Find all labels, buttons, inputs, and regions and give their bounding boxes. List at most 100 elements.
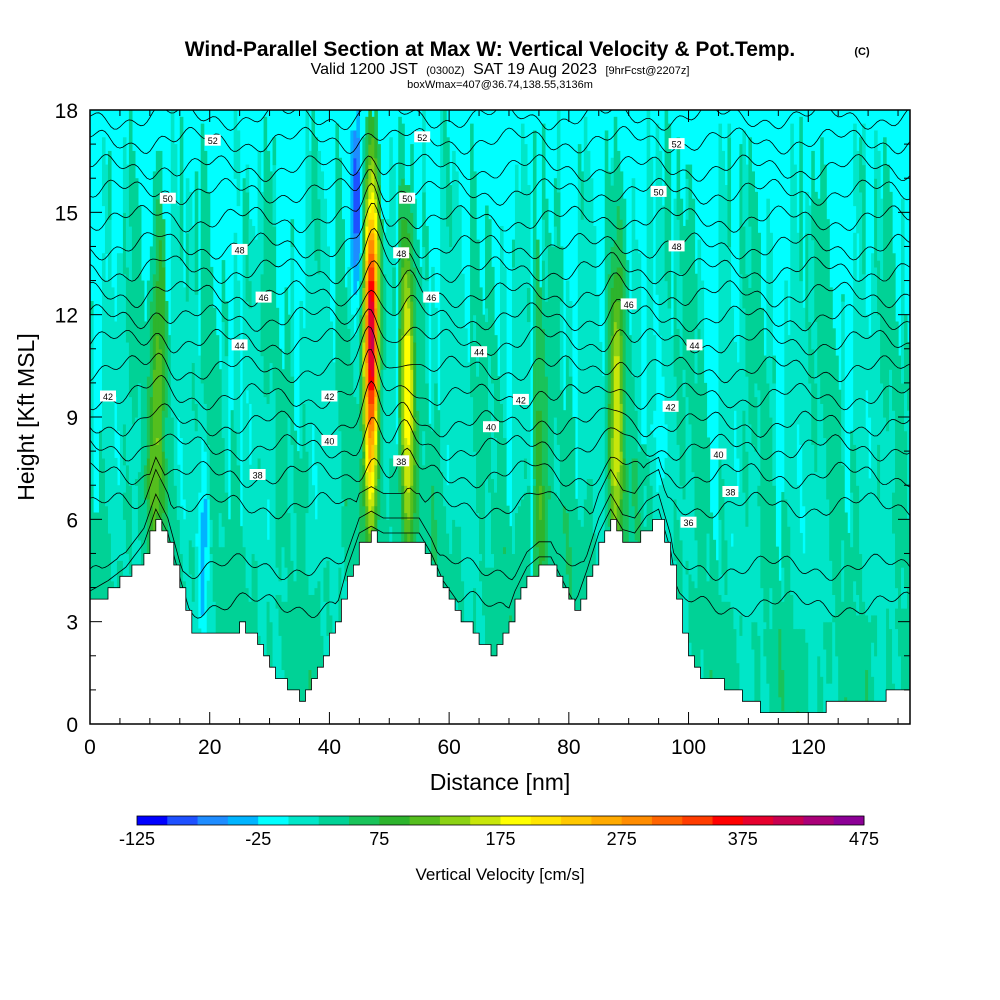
velocity-cell	[230, 410, 235, 724]
colorbar-swatch	[621, 816, 653, 825]
velocity-cell	[368, 294, 372, 370]
velocity-cell	[365, 280, 369, 316]
velocity-cell	[838, 389, 842, 724]
velocity-cell	[805, 328, 809, 643]
velocity-cell	[434, 307, 438, 384]
velocity-cell	[718, 594, 723, 724]
velocity-cell	[365, 116, 369, 159]
colorbar-swatch	[197, 816, 229, 825]
velocity-cell	[389, 137, 393, 459]
velocity-cell	[814, 321, 818, 384]
velocity-cell	[290, 376, 295, 445]
velocity-cell	[784, 498, 788, 724]
contour-label-box	[100, 390, 116, 402]
contour-label-text: 52	[672, 140, 682, 150]
velocity-cell	[356, 307, 360, 404]
velocity-cell	[122, 492, 127, 520]
velocity-cell	[401, 485, 405, 520]
velocity-cell	[757, 505, 761, 636]
velocity-cell	[254, 239, 259, 561]
colorbar: -125 -25 75 175 275 375 475	[119, 815, 879, 849]
velocity-cell	[392, 457, 396, 555]
velocity-cell	[850, 492, 854, 548]
velocity-cell	[841, 601, 845, 724]
velocity-cell	[769, 587, 773, 630]
velocity-cell	[485, 478, 489, 568]
velocity-cell	[547, 232, 552, 486]
velocity-cell	[742, 130, 746, 227]
velocity-cell	[673, 498, 678, 561]
contour-label: 44	[686, 339, 703, 351]
y-tick-label: 18	[55, 100, 78, 123]
velocity-cell	[547, 485, 552, 500]
velocity-cell	[167, 335, 172, 541]
velocity-cell	[254, 560, 259, 671]
velocity-cell	[404, 219, 408, 248]
velocity-cell	[365, 444, 369, 473]
velocity-cell	[832, 614, 836, 623]
velocity-cell	[377, 430, 381, 479]
velocity-cell	[850, 546, 854, 724]
contour-label-box	[204, 134, 221, 146]
velocity-cell	[293, 512, 298, 582]
velocity-cell	[494, 335, 498, 439]
velocity-cell	[473, 341, 477, 452]
velocity-cell	[236, 464, 241, 724]
velocity-cell	[673, 198, 678, 275]
velocity-cell	[125, 464, 130, 555]
velocity-cell	[802, 553, 806, 630]
velocity-cell	[856, 614, 860, 724]
velocity-cell	[311, 485, 316, 595]
velocity-cell	[853, 123, 857, 207]
contour-label: 44	[471, 346, 488, 358]
velocity-cell	[374, 396, 378, 411]
velocity-cell	[682, 396, 687, 500]
velocity-cell	[679, 273, 684, 357]
velocity-cell	[200, 512, 205, 616]
chart-title: Wind-Parallel Section at Max W: Vertical…	[185, 38, 796, 61]
velocity-cell	[272, 225, 277, 391]
velocity-cell	[772, 382, 776, 486]
velocity-cell	[152, 314, 157, 370]
velocity-cell	[410, 369, 414, 432]
velocity-cell	[365, 471, 369, 486]
contour-label-box	[255, 291, 272, 303]
velocity-cell	[158, 478, 163, 534]
contour-label-box	[710, 448, 727, 460]
velocity-cell	[362, 376, 366, 425]
velocity-cell	[143, 464, 148, 500]
velocity-cell	[733, 471, 738, 630]
velocity-cell	[604, 130, 609, 636]
velocity-cell	[383, 232, 387, 275]
theta-contour-43	[90, 325, 910, 384]
velocity-cell	[757, 485, 761, 507]
copyright-mark: (C)	[854, 46, 870, 58]
theta-contour-40	[90, 417, 910, 462]
velocity-cell	[877, 314, 881, 445]
contour-label-text: 40	[713, 450, 723, 460]
velocity-cell	[676, 444, 681, 520]
velocity-cell	[383, 273, 387, 370]
velocity-cell	[877, 498, 881, 724]
velocity-cell	[314, 260, 319, 466]
velocity-cell	[257, 471, 262, 636]
velocity-cell	[808, 382, 812, 718]
contour-label-text: 42	[103, 392, 113, 402]
velocity-cell	[622, 198, 627, 254]
velocity-cell	[464, 328, 468, 623]
velocity-cell	[365, 212, 369, 227]
velocity-cell	[413, 512, 417, 568]
velocity-cell	[191, 225, 196, 364]
velocity-cell	[541, 219, 546, 261]
y-tick-label: 12	[55, 305, 78, 328]
velocity-cell	[763, 628, 767, 657]
velocity-cell	[682, 225, 687, 370]
contour-label-box	[668, 138, 685, 150]
velocity-cell	[482, 314, 486, 616]
velocity-cell	[404, 273, 408, 302]
velocity-cell	[374, 137, 378, 159]
velocity-cell	[553, 492, 558, 636]
velocity-cell	[293, 430, 298, 514]
velocity-cell	[796, 628, 800, 711]
velocity-cell	[359, 430, 363, 459]
